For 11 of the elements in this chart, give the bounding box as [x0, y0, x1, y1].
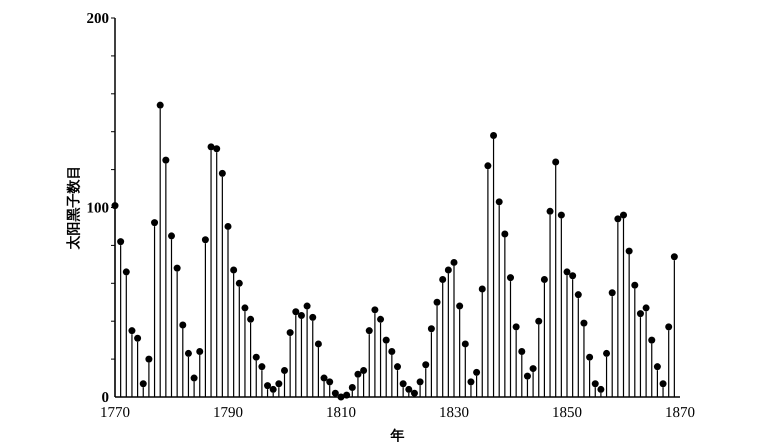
x-tick-label: 1770 — [100, 405, 130, 421]
x-tick-label: 1850 — [552, 405, 582, 421]
x-axis-title: 年 — [390, 428, 404, 444]
x-tick-label: 1790 — [213, 405, 243, 421]
x-tick-label: 1810 — [326, 405, 356, 421]
y-tick-label: 200 — [86, 11, 109, 27]
y-axis-title: 太阳黑子数目 — [66, 166, 82, 250]
x-tick-label: 1870 — [665, 405, 695, 421]
y-tick-label: 0 — [102, 390, 109, 406]
x-tick-label: 1830 — [439, 405, 469, 421]
y-tick-label: 100 — [86, 200, 109, 216]
